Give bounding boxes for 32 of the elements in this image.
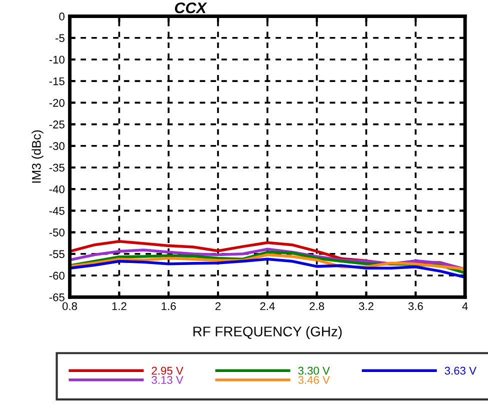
- x-axis-title: RF FREQUENCY (GHz): [193, 326, 342, 340]
- text: 2.95 V: [152, 366, 184, 375]
- y-tick-label: -55: [49, 250, 64, 258]
- y-tick-label: -25: [49, 120, 64, 128]
- y-tick-label: 0: [59, 12, 64, 20]
- chart-title: CCX: [174, 2, 208, 14]
- y-tick-label: -5: [56, 34, 64, 42]
- y-tick-label: -65: [49, 293, 64, 302]
- line-series: [70, 258, 466, 279]
- y-tick-label: -15: [49, 77, 64, 86]
- y-tick-label: -50: [49, 228, 64, 236]
- y-tick-label: -20: [49, 98, 64, 107]
- y-tick-label: -60: [49, 272, 64, 280]
- x-tick-label: 2: [215, 302, 221, 310]
- x-tick-label: 1.6: [162, 302, 176, 310]
- x-tick-label: 4: [462, 302, 468, 310]
- y-tick-label: -40: [49, 185, 64, 194]
- x-tick-label: 3.2: [358, 302, 374, 310]
- text: 3.30 V: [298, 366, 330, 375]
- y-tick-label: -30: [49, 142, 64, 150]
- y-tick-label: -35: [49, 164, 64, 172]
- x-tick-label: 2.8: [310, 302, 324, 310]
- text: 3.13 V: [152, 376, 184, 384]
- y-axis-title: IM3 (dBc): [32, 130, 44, 183]
- y-tick-label: -10: [49, 56, 64, 64]
- x-tick-label: 2.4: [260, 302, 275, 310]
- x-tick-label: 0.8: [62, 302, 78, 310]
- x-tick-label: 3.6: [408, 302, 423, 310]
- y-tick-label: -45: [49, 207, 64, 215]
- x-tick-label: 1.2: [112, 302, 126, 310]
- text: 3.63 V: [444, 366, 476, 375]
- text: 3.46 V: [298, 376, 330, 384]
